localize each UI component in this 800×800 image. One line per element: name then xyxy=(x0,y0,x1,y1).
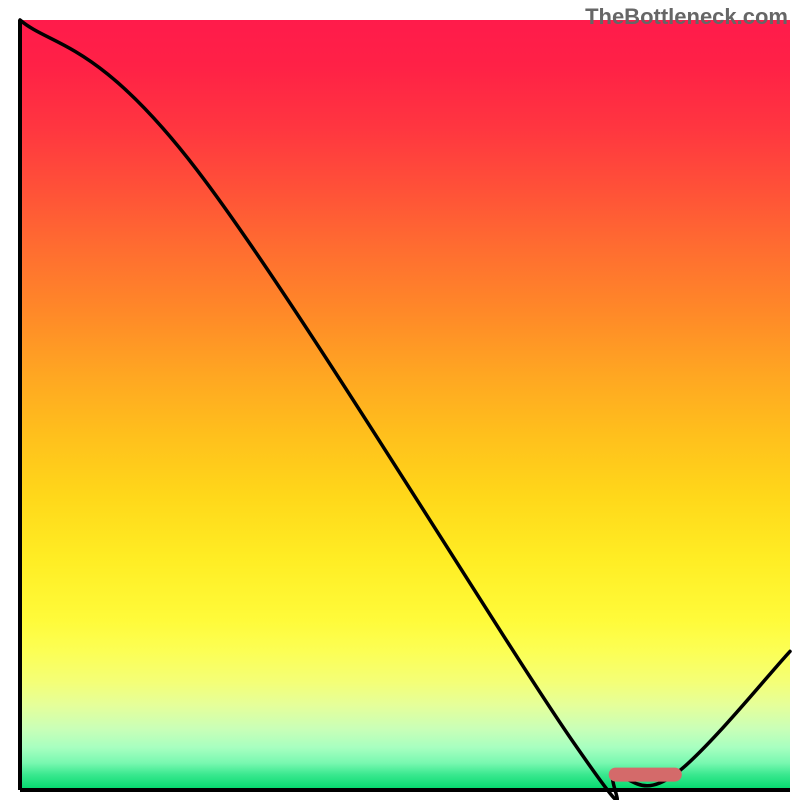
chart-svg xyxy=(0,0,800,800)
watermark-text: TheBottleneck.com xyxy=(585,4,788,30)
optimal-marker xyxy=(609,768,682,782)
bottleneck-chart: TheBottleneck.com xyxy=(0,0,800,800)
gradient-background xyxy=(20,20,790,790)
